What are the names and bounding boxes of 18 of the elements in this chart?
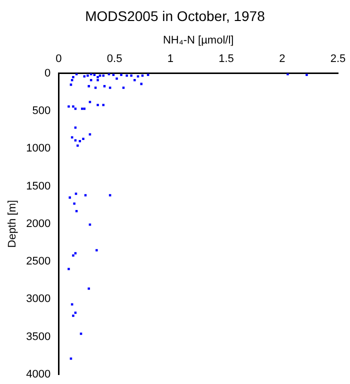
y-tick-label: 3500	[26, 330, 51, 343]
y-tick-label: 1000	[26, 142, 51, 155]
y-tick-label: 0	[44, 67, 51, 80]
x-tick-label: 1.5	[218, 52, 234, 65]
y-tick-label: 2000	[26, 218, 51, 230]
x-tick-label: 0.5	[106, 52, 122, 65]
x-tick-label: 2.5	[330, 52, 346, 65]
x-axis-title: NH₄-N [µmol/l]	[162, 34, 234, 47]
y-tick-label: 1500	[26, 180, 51, 192]
y-axis-title: Depth [m]	[6, 200, 19, 248]
y-tick-label: 3000	[26, 293, 51, 306]
y-tick-label: 500	[32, 105, 51, 118]
chart-title: MODS2005 in October, 1978	[84, 8, 266, 24]
x-tick-label: 1	[167, 52, 174, 65]
x-tick-label: 2	[279, 52, 286, 65]
x-tick-label: 0	[56, 52, 62, 65]
y-tick-label: 4000	[26, 368, 51, 380]
y-tick-label: 2500	[26, 256, 51, 268]
